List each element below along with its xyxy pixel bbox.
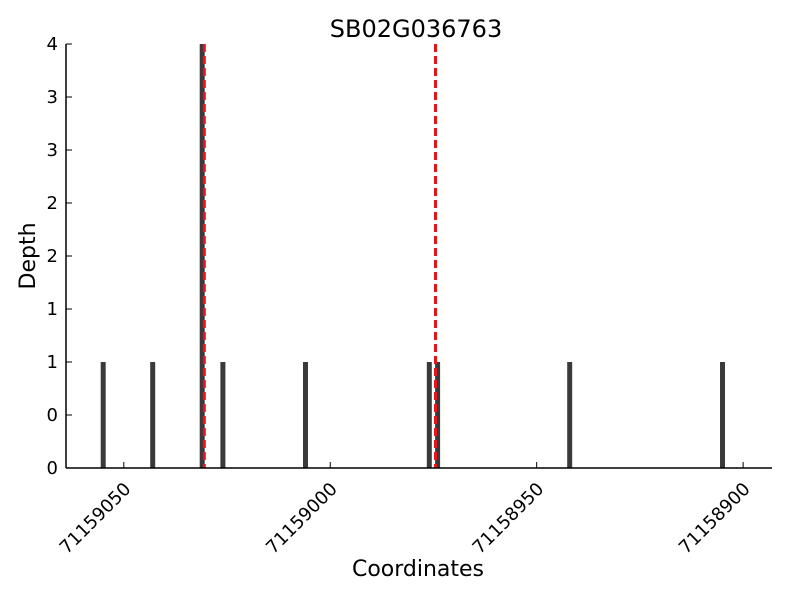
bar-2 [199, 44, 205, 468]
x-axis-label: Coordinates [352, 557, 484, 582]
bar-6 [435, 362, 441, 468]
x-tick-label-3: 71158900 [675, 479, 755, 559]
bar-7 [567, 362, 573, 468]
y-tick-label-2: 1 [47, 352, 58, 373]
x-tick-label-1: 71159000 [262, 479, 342, 559]
x-tick-label-0: 71159050 [56, 479, 136, 559]
bar-4 [303, 362, 308, 468]
y-tick-label-8: 4 [47, 34, 58, 55]
reference-lines [202, 44, 437, 468]
bar-3 [220, 362, 226, 468]
bar-8 [720, 362, 725, 468]
y-tick-label-4: 2 [47, 246, 58, 267]
y-tick-label-0: 0 [47, 458, 58, 479]
x-tick-label-2: 71158950 [469, 479, 549, 559]
y-tick-label-5: 2 [47, 193, 58, 214]
bar-0 [100, 362, 106, 468]
bar-1 [150, 362, 156, 468]
bar-5 [426, 362, 432, 468]
ticks: 0 0 1 1 2 2 3 3 4 71159050 71159000 71158950 7115890… [47, 34, 755, 558]
y-axis-label: Depth [16, 222, 41, 289]
y-tick-label-1: 0 [47, 405, 58, 426]
y-tick-label-6: 3 [47, 140, 58, 161]
chart-title: SB02G036763 [330, 15, 502, 43]
bars-layer [100, 44, 725, 468]
y-tick-label-3: 1 [47, 299, 58, 320]
y-tick-label-7: 3 [47, 87, 58, 108]
axes [65, 44, 772, 469]
